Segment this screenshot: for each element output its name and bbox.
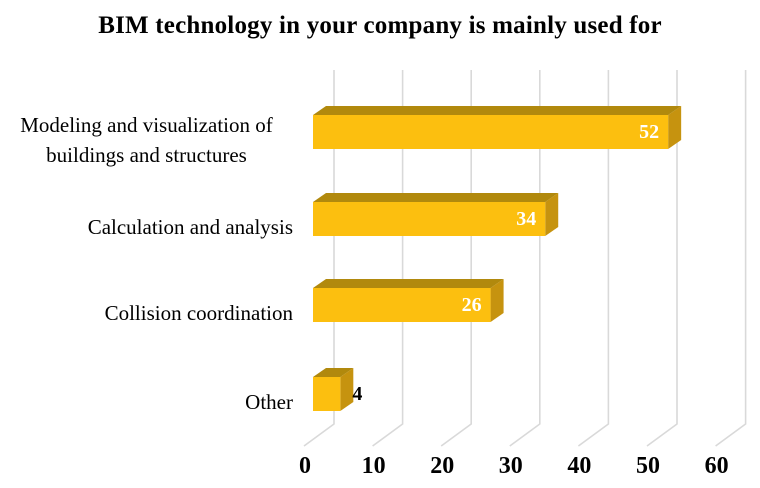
x-tick-label: 40 bbox=[567, 453, 592, 479]
x-tick-label: 30 bbox=[498, 453, 523, 479]
x-tick-label: 50 bbox=[636, 453, 660, 479]
value-label: 52 bbox=[639, 121, 660, 143]
category-label: Calculation and analysis bbox=[87, 215, 293, 239]
category-label: Other bbox=[245, 390, 293, 414]
bar-top-face bbox=[313, 368, 354, 377]
bar bbox=[313, 202, 546, 236]
gridline bbox=[372, 70, 404, 447]
category-label: Collision coordination bbox=[104, 301, 293, 325]
bar-top-face bbox=[313, 106, 682, 115]
gridline bbox=[440, 70, 472, 447]
bar-side-face bbox=[340, 368, 354, 411]
x-tick-label: 60 bbox=[704, 453, 729, 479]
bar-top-face bbox=[313, 193, 559, 202]
gridline bbox=[715, 70, 747, 447]
x-tick-label: 0 bbox=[299, 453, 311, 479]
gridline bbox=[303, 70, 335, 447]
category-label: Modeling and visualization of buildings … bbox=[20, 113, 273, 167]
gridline bbox=[646, 70, 678, 447]
bar-top-face bbox=[313, 279, 504, 288]
value-label: 26 bbox=[461, 294, 482, 316]
value-label: 34 bbox=[516, 208, 537, 230]
x-tick-label: 10 bbox=[361, 453, 386, 479]
chart-title: BIM technology in your company is mainly… bbox=[98, 12, 662, 39]
bar bbox=[313, 377, 341, 411]
bar-side-face bbox=[490, 279, 504, 322]
x-tick-label: 20 bbox=[430, 453, 455, 479]
gridline bbox=[509, 70, 541, 447]
gridline bbox=[577, 70, 610, 447]
bar bbox=[313, 115, 669, 149]
bar-side-face bbox=[545, 193, 559, 236]
bar bbox=[313, 288, 491, 322]
value-label: 4 bbox=[352, 383, 363, 405]
bar-side-face bbox=[668, 106, 682, 149]
